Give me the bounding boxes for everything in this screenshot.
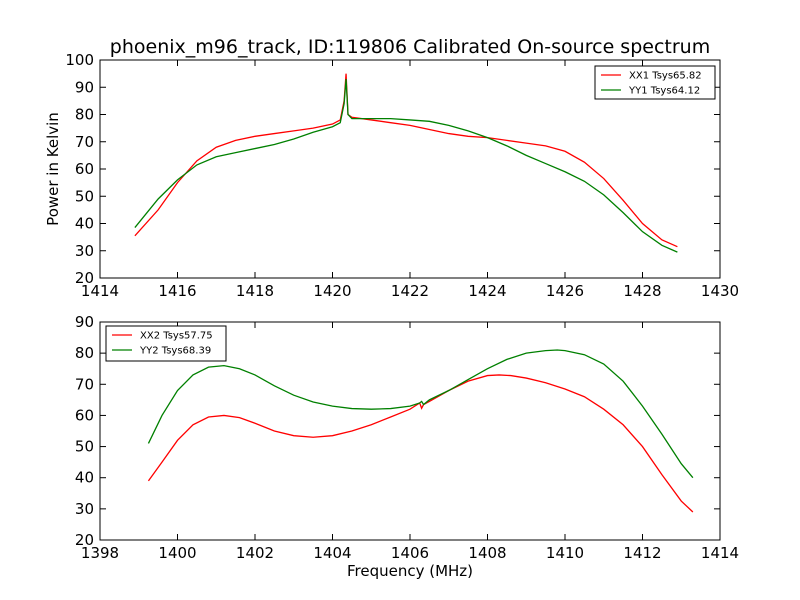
x-tick-label: 1412	[623, 544, 661, 562]
y-tick-label: 50	[75, 438, 94, 456]
legend-label: YY2 Tsys68.39	[139, 346, 211, 357]
x-tick-label: 1416	[158, 282, 196, 300]
top-panel: 1414 1416 1418 1420 1422 1424 1426 1428 1430 20 30…	[65, 51, 739, 300]
y-tick-label: 30	[75, 500, 94, 518]
y-tick-label: 90	[75, 313, 94, 331]
x-tick-label: 1406	[391, 544, 429, 562]
series-line-2-1	[147, 374, 694, 513]
y-tick-label: 30	[75, 242, 94, 260]
y-tick-label: 70	[75, 375, 94, 393]
legend-label: YY1 Tsys64.12	[628, 86, 700, 97]
x-tick-label: 1414	[81, 282, 119, 300]
y-tick-label: 80	[75, 106, 94, 124]
series-line-1-2	[134, 79, 678, 253]
x-tick-label: 1404	[313, 544, 351, 562]
y-tick-label: 90	[75, 78, 94, 96]
legend-label: XX1 Tsys65.82	[629, 71, 702, 82]
x-tick-label: 1418	[236, 282, 274, 300]
x-tick-label: 1428	[623, 282, 661, 300]
y-tick-label: 50	[75, 187, 94, 205]
legend-label: XX2 Tsys57.75	[140, 331, 213, 342]
x-tick-label: 1420	[313, 282, 351, 300]
y-tick-label: 40	[75, 215, 94, 233]
x-tick-label: 1402	[236, 544, 274, 562]
x-tick-label: 1410	[546, 544, 584, 562]
y-tick-label: 20	[75, 269, 94, 287]
y-tick-label: 60	[75, 160, 94, 178]
chart-title: phoenix_m96_track, ID:119806 Calibrated …	[110, 36, 710, 58]
x-tick-label: 1422	[391, 282, 429, 300]
y-tick-label: 70	[75, 133, 94, 151]
x-tick-label: 1398	[81, 544, 119, 562]
legend: XX2 Tsys57.75 YY2 Tsys68.39	[105, 325, 227, 362]
y-axis-label-top: Power in Kelvin	[44, 112, 62, 226]
x-tick-label: 1408	[468, 544, 506, 562]
legend-box	[594, 65, 716, 100]
legend-box	[105, 325, 227, 362]
legend: XX1 Tsys65.82 YY1 Tsys64.12	[594, 65, 716, 100]
series-line-1-1	[134, 73, 678, 248]
x-tick-label: 1400	[158, 544, 196, 562]
y-tick-label: 20	[75, 531, 94, 549]
y-tick-label: 100	[65, 51, 94, 69]
bottom-panel: 1398 1400 1402 1404 1406 1408 1410 1412 1414 20 30…	[75, 313, 739, 562]
y-tick-label: 40	[75, 469, 94, 487]
x-axis-label: Frequency (MHz)	[347, 562, 473, 580]
y-tick-label: 80	[75, 344, 94, 362]
x-tick-label: 1414	[701, 544, 739, 562]
series-line-2-2	[147, 349, 694, 479]
x-tick-label: 1426	[546, 282, 584, 300]
x-tick-label: 1424	[468, 282, 506, 300]
x-tick-label: 1430	[701, 282, 739, 300]
y-tick-label: 60	[75, 406, 94, 424]
